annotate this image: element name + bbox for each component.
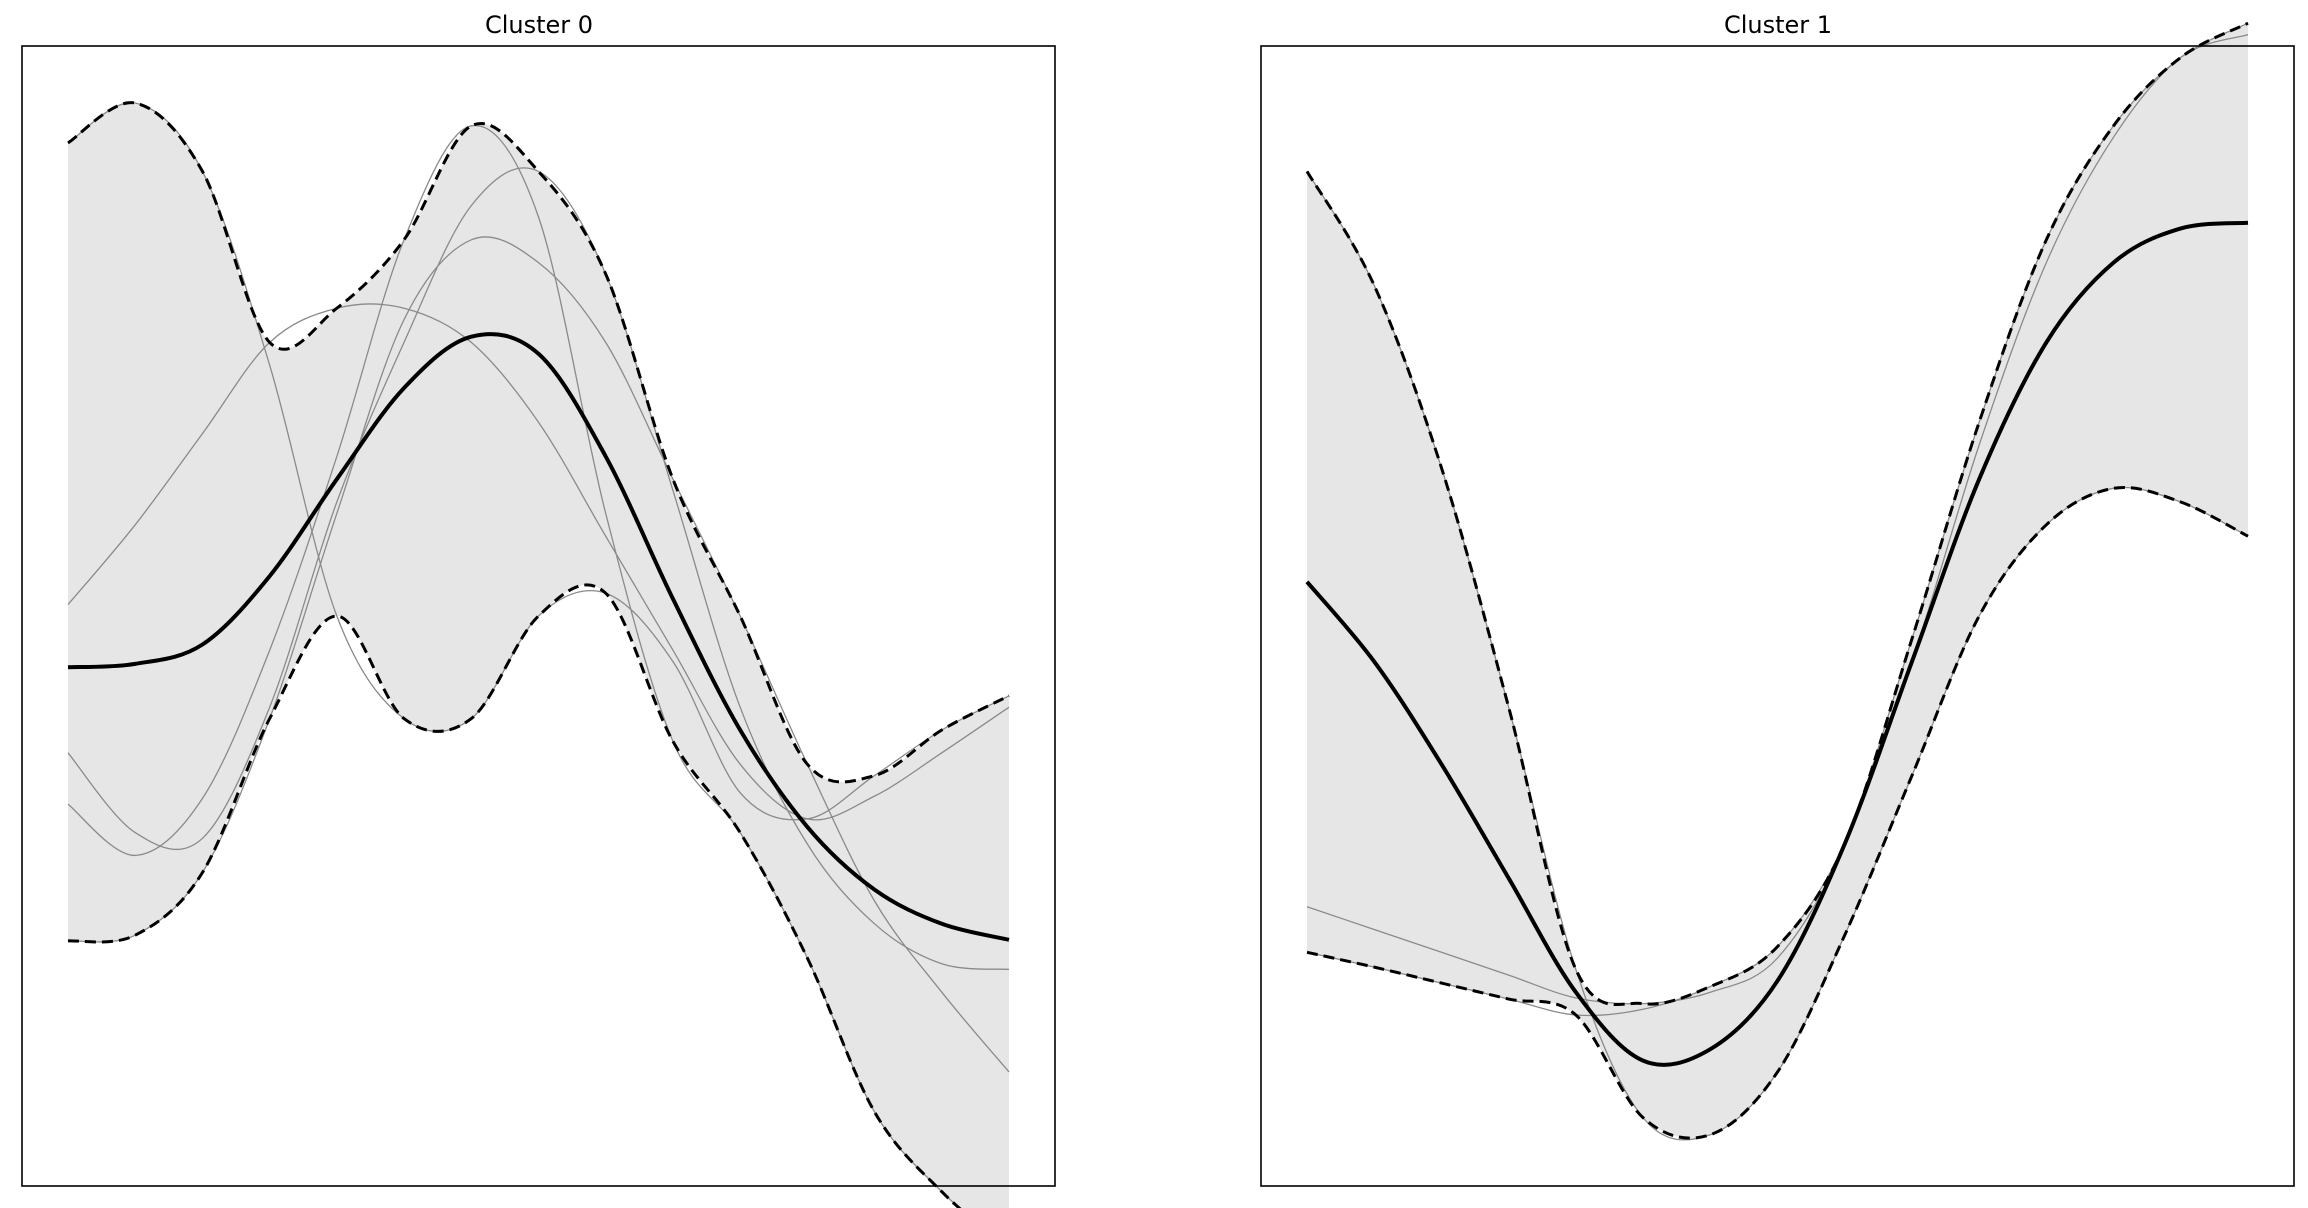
cluster-0-member-line xyxy=(67,236,1010,1073)
cluster-0-plot-area xyxy=(67,101,1010,1208)
cluster-0-panel: Cluster 0 xyxy=(21,11,1056,1208)
cluster-0-mean-line xyxy=(67,332,1010,942)
cluster-1-title: Cluster 1 xyxy=(1724,11,1832,39)
cluster-1-lower-bound xyxy=(1306,486,2249,1140)
cluster-0-title: Cluster 0 xyxy=(485,11,593,39)
cluster-0-member-line xyxy=(67,167,1010,971)
cluster-0-lower-bound xyxy=(67,583,962,1208)
cluster-1-band-fill xyxy=(1307,23,2248,1139)
cluster-0-band-fill xyxy=(68,102,1009,1208)
cluster-0-upper-bound xyxy=(67,101,1010,784)
cluster-0-axes-frame xyxy=(21,45,1056,1187)
cluster-1-mean-line xyxy=(1305,220,2249,1067)
cluster-1-plot-area xyxy=(1305,21,2249,1141)
cluster-1-upper-bound xyxy=(1305,21,2249,1007)
cluster-1-panel: Cluster 1 xyxy=(1260,11,2295,1187)
cluster-1-axes-frame xyxy=(1260,45,2295,1187)
cluster-0-member-line xyxy=(67,303,1010,821)
